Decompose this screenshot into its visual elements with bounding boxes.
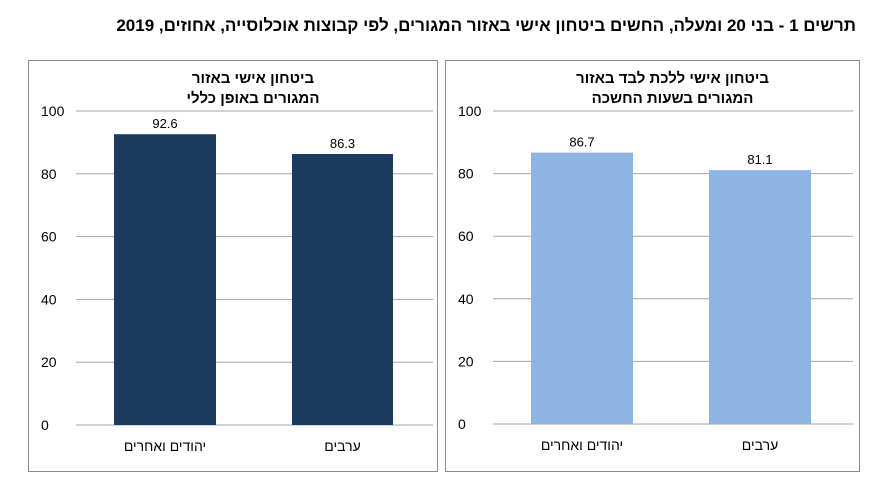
- y-tick-label: 20: [458, 353, 474, 369]
- chart-title-line: ביטחון אישי באזור: [191, 70, 315, 87]
- data-label: 81.1: [747, 152, 772, 167]
- y-tick-label: 40: [41, 291, 57, 307]
- chart-svg: 0 20 40 60 80 100 86.7 יהודים ואחרים 81.1 ערבים: [458, 103, 853, 453]
- data-label: 86.7: [569, 135, 594, 150]
- y-tick-label: 20: [41, 354, 57, 370]
- bar: [531, 152, 633, 424]
- bar: [709, 170, 811, 424]
- x-tick-label: יהודים ואחרים: [541, 437, 623, 453]
- y-tick-label: 0: [458, 416, 466, 432]
- chart-panel-dark-hours: ביטחון אישי ללכת לבד באזור המגורים בשעות…: [445, 60, 860, 472]
- y-tick-label: 80: [458, 166, 474, 182]
- y-tick-label: 0: [41, 417, 49, 433]
- chart-title: ביטחון אישי באזור המגורים באופן כללי: [69, 69, 437, 109]
- bar: [292, 154, 393, 425]
- data-label: 86.3: [330, 136, 355, 151]
- chart-svg: 0 20 40 60 80 100 92.6 יהודים ואחרים 86.3 ערבים: [41, 103, 433, 454]
- x-tick-label: ערבים: [742, 437, 778, 453]
- chart-title-line: ביטחון אישי ללכת לבד באזור: [576, 70, 769, 87]
- data-label: 92.6: [152, 116, 177, 131]
- chart-title-line: המגורים באופן כללי: [186, 90, 320, 107]
- y-tick-label: 100: [458, 103, 482, 119]
- y-tick-label: 60: [458, 228, 474, 244]
- bar: [114, 134, 216, 425]
- y-tick-label: 40: [458, 291, 474, 307]
- y-tick-label: 100: [41, 103, 65, 119]
- y-tick-label: 80: [41, 166, 57, 182]
- chart-panel-general: ביטחון אישי באזור המגורים באופן כללי 0 20…: [28, 60, 438, 472]
- figure-title: תרשים 1 - בני 20 ומעלה, החשים ביטחון איש…: [116, 16, 856, 35]
- chart-title-line: המגורים בשעות החשכה: [591, 90, 754, 107]
- chart-title: ביטחון אישי ללכת לבד באזור המגורים בשעות…: [486, 69, 859, 109]
- y-tick-label: 60: [41, 229, 57, 245]
- x-tick-label: ערבים: [324, 438, 360, 454]
- x-tick-label: יהודים ואחרים: [124, 438, 206, 454]
